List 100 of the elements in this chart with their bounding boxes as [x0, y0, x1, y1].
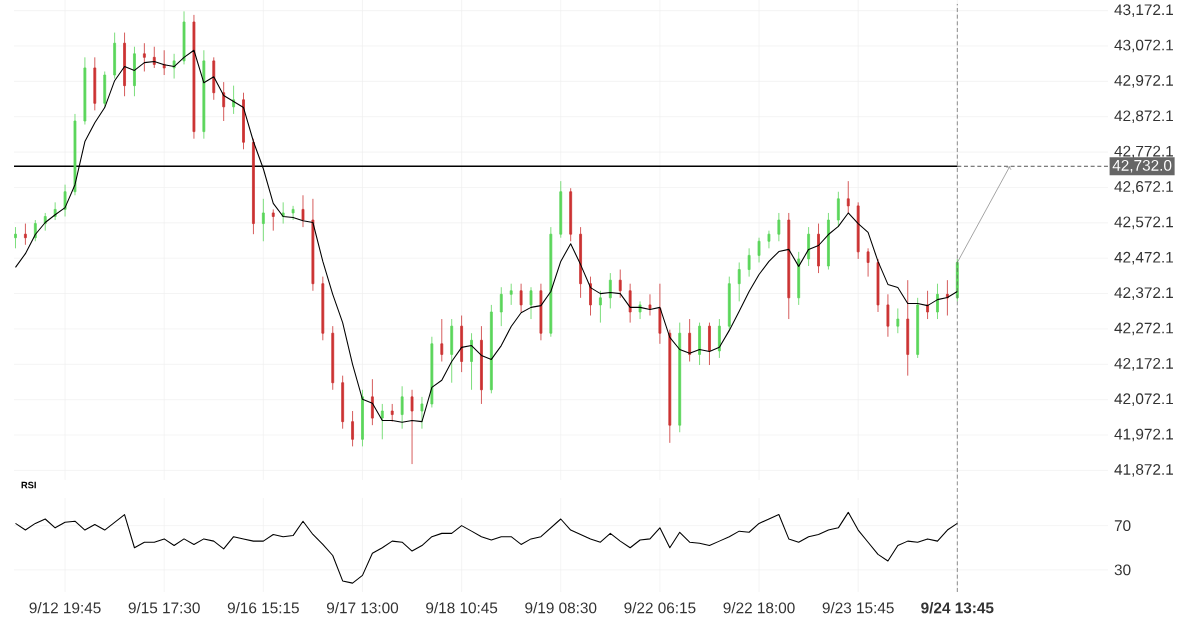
y-tick-label: 42,872.1: [1114, 110, 1173, 124]
candlestick: [380, 403, 384, 440]
candlestick: [529, 286, 533, 320]
candlestick: [162, 49, 166, 76]
candlestick: [63, 184, 67, 217]
candlestick: [93, 56, 97, 111]
candlestick: [321, 276, 325, 341]
y-tick-label: 42,172.1: [1114, 357, 1173, 371]
candlestick: [212, 56, 216, 101]
x-tick-label: 9/23 15:45: [822, 602, 894, 614]
candlestick: [291, 205, 295, 221]
candlestick: [608, 272, 612, 309]
y-tick-label: 43,172.1: [1114, 4, 1173, 17]
x-tick-label: 9/17 13:00: [326, 602, 399, 614]
candlestick: [757, 237, 761, 263]
candlestick: [856, 201, 860, 260]
y-tick-label: 42,772.1: [1114, 145, 1173, 159]
y-tick-label: 42,272.1: [1114, 322, 1173, 336]
candlestick: [698, 322, 701, 366]
candlestick: [281, 201, 285, 224]
candlestick: [24, 223, 27, 246]
candlestick: [489, 304, 493, 394]
candlestick: [936, 283, 939, 320]
x-tick-label: 9/24 13:45: [921, 602, 994, 614]
candlestick: [400, 385, 404, 430]
candlestick: [717, 318, 721, 359]
candlestick: [876, 258, 880, 313]
candlestick: [926, 290, 929, 320]
candlestick: [727, 276, 731, 331]
y-tick-label: 42,972.1: [1114, 75, 1173, 88]
candlestick: [896, 308, 900, 334]
candlestick: [480, 325, 483, 405]
candlestick: [618, 269, 622, 299]
y-tick-label: 41,872.1: [1114, 464, 1173, 477]
candlestick: [509, 283, 513, 306]
candlestick: [539, 283, 543, 341]
candlestick: [420, 396, 424, 430]
candlestick: [172, 53, 176, 79]
candlestick: [311, 198, 315, 292]
y-tick-label: 30: [1114, 564, 1131, 576]
candlestick: [430, 336, 434, 408]
candlestick: [946, 279, 949, 316]
candlestick: [440, 318, 444, 362]
candlestick: [202, 49, 206, 140]
candlestick: [460, 315, 464, 373]
candlestick: [886, 293, 890, 338]
x-tick-label: 9/19 08:30: [525, 602, 597, 614]
candlestick: [866, 247, 870, 278]
candlestick: [787, 212, 791, 320]
y-tick-label: 70: [1114, 520, 1131, 532]
candlestick: [351, 410, 354, 447]
candlestick: [499, 286, 503, 327]
candlestick: [450, 318, 454, 384]
candlestick: [14, 226, 17, 249]
candlestick: [361, 389, 364, 447]
chart-title: RSI: [21, 481, 36, 489]
x-tick-label: 9/22 06:15: [624, 602, 696, 614]
candlestick: [628, 283, 632, 323]
ref-line-label: 42,732.0: [1112, 159, 1172, 173]
candlestick: [678, 322, 682, 433]
candlestick: [668, 329, 672, 444]
candlestick: [152, 46, 156, 69]
candlestick: [331, 325, 335, 391]
x-tick-label: 9/12 19:45: [29, 602, 101, 614]
candlestick: [192, 14, 196, 140]
candlestick: [371, 378, 374, 426]
candlestick: [123, 32, 126, 97]
candlestick: [271, 209, 275, 232]
candlestick: [767, 230, 771, 249]
candlestick: [797, 251, 801, 306]
candlestick: [827, 212, 830, 270]
candlestick: [549, 226, 553, 338]
x-tick-label: 9/22 18:00: [723, 602, 795, 614]
y-tick-label: 42,372.1: [1114, 287, 1173, 300]
candlestick: [688, 318, 692, 362]
candlestick: [73, 113, 77, 196]
candlestick: [638, 300, 642, 320]
x-tick-label: 9/18 10:45: [426, 602, 498, 614]
candlestick: [410, 389, 414, 465]
candlestick: [113, 32, 117, 79]
candlestick: [708, 322, 711, 366]
candlestick: [142, 42, 146, 72]
candlestick: [777, 212, 781, 242]
candlestick: [658, 283, 662, 345]
candlestick: [599, 290, 602, 323]
candlestick: [846, 180, 850, 214]
y-tick-label: 42,472.1: [1114, 251, 1173, 265]
x-tick-label: 9/16 15:15: [227, 602, 299, 614]
candlestick: [906, 279, 910, 377]
candlestick: [817, 223, 820, 274]
candlestick: [390, 403, 394, 423]
candlestick: [261, 198, 265, 242]
candlestick: [83, 56, 87, 125]
line-series: [14, 49, 958, 423]
x-tick-label: 9/15 17:30: [128, 602, 200, 614]
y-tick-label: 41,972.1: [1114, 428, 1173, 442]
candlestick: [559, 180, 563, 239]
y-tick-label: 42,572.1: [1114, 216, 1173, 230]
candlestick: [836, 191, 840, 228]
y-tick-label: 42,072.1: [1114, 393, 1173, 406]
